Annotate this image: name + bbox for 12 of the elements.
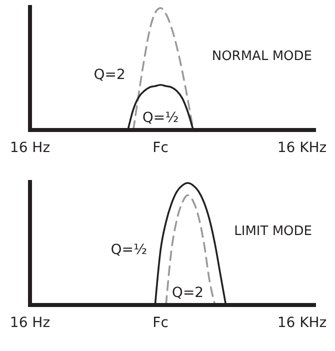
- series-label: Q=2: [94, 66, 126, 83]
- series-label: Q=½: [142, 110, 179, 126]
- text: LIMIT MODE: [234, 224, 312, 239]
- x-tick-label: 16 Hz: [10, 140, 50, 156]
- x-tick-label: 16 Hz: [10, 315, 50, 331]
- x-tick-label: Fc: [152, 315, 168, 331]
- text: NORMAL MODE: [212, 49, 312, 64]
- series-label: Q=½: [110, 242, 148, 258]
- x-tick-label: 16 KHz: [277, 140, 327, 156]
- x-tick-label: Fc: [152, 140, 168, 156]
- series-label: Q=2: [172, 285, 204, 301]
- x-tick-label: 16 KHz: [277, 315, 327, 331]
